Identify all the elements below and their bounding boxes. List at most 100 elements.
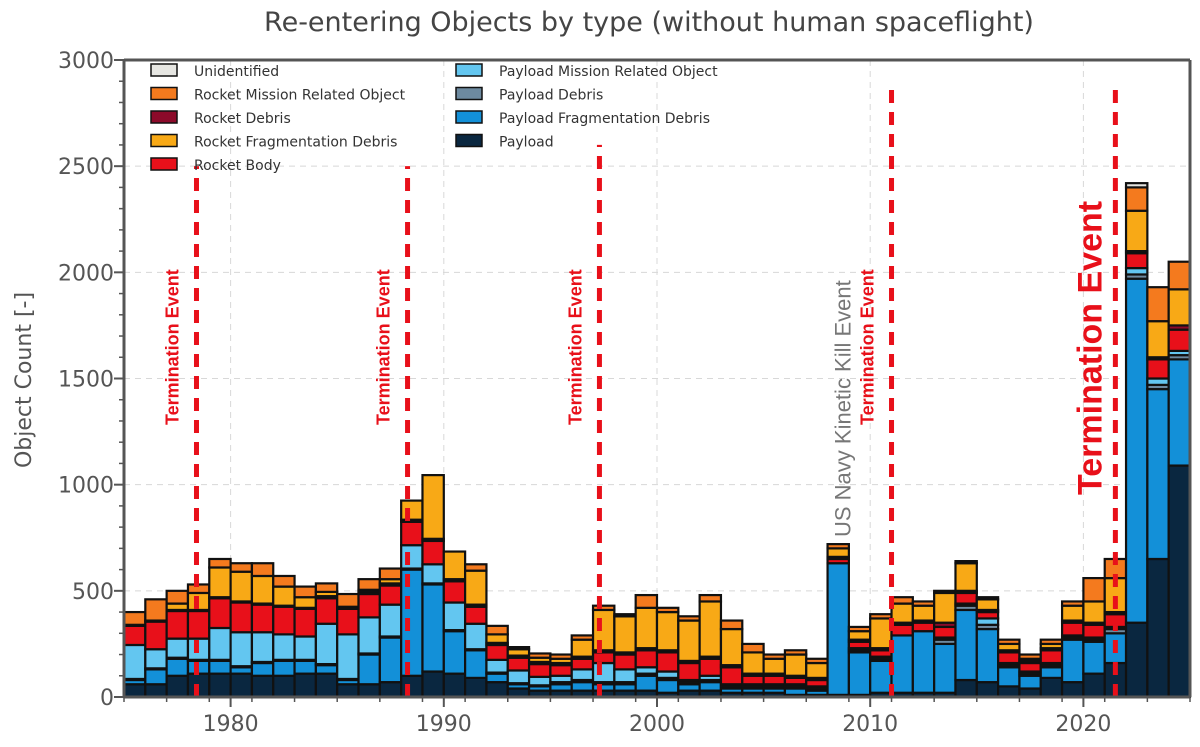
bar-segment [272,574,296,588]
bar-segment [719,627,744,667]
bar-segment [954,608,978,682]
bar-segment [122,683,147,699]
legend-item: Payload [455,133,554,151]
bar-segment [293,607,317,638]
bar-segment [485,633,509,644]
legend-label: Rocket Debris [194,111,291,127]
bar-stack-1979 [208,557,232,699]
bar-segment [997,685,1021,699]
bar-segment [144,598,168,622]
bar-segment [250,674,275,699]
bar-stack-2015 [975,596,1000,699]
bar-stack-2018 [1039,638,1064,699]
bar-stack-2014 [954,560,978,699]
bar-segment [144,620,168,651]
bar-segment [1018,661,1042,673]
bar-segment [1082,576,1106,603]
bar-segment [1146,320,1170,359]
bar-segment [442,672,467,699]
bar-segment [378,636,403,684]
bar-segment [165,657,190,677]
bar-segment [293,596,317,609]
bar-segment [911,600,936,607]
bar-stack-2012 [911,600,936,699]
bar-segment [357,616,381,655]
bar-segment [826,547,850,558]
bar-segment [506,656,531,672]
bar-segment [890,623,914,637]
bar-stack-1981 [250,562,275,699]
bar-stack-2011 [890,596,914,699]
bar-segment [1146,358,1170,380]
bar-segment [869,613,893,620]
bar-segment [655,606,680,614]
bar-stack-2003 [719,619,744,699]
bar-segment [144,683,168,699]
bar-segment [1167,260,1192,291]
bar-segment [506,669,531,685]
bar-segment [975,596,1000,601]
bar-segment [698,681,723,692]
bar-segment [442,580,467,604]
legend-label: Rocket Fragmentation Debris [194,135,397,151]
bar-segment [1146,286,1170,323]
bar-segment [378,681,403,699]
bar-segment [1039,638,1064,646]
bar-segment [527,662,552,678]
bar-segment [890,596,914,605]
bar-segment [1060,638,1085,684]
bar-segment [357,653,381,686]
legend-label: Rocket Mission Related Object [194,88,406,104]
bar-segment [122,643,147,681]
bar-segment [1124,621,1149,699]
bar-segment [442,601,467,632]
bar-segment [591,651,616,665]
bar-segment [229,672,254,699]
bar-segment [421,563,445,585]
bar-segment [485,672,509,684]
bar-stack-1980 [229,562,254,699]
bar-segment [314,622,339,666]
bar-segment [464,649,488,679]
bar-stack-1994 [527,652,552,699]
x-tick-label: 1980 [203,712,259,737]
bar-stack-1977 [165,589,190,699]
bar-segment [464,563,488,572]
y-tick-label: 1000 [58,474,114,499]
bar-segment [208,557,232,569]
bar-segment [997,638,1021,646]
bar-segment [272,674,296,699]
legend-item: Payload Debris [455,86,603,104]
bar-segment [527,652,552,659]
bar-segment [442,630,467,675]
bar-stack-1993 [506,646,531,699]
bar-segment [1018,674,1042,690]
bar-stack-1975 [122,610,147,699]
bar-stack-2022 [1124,182,1149,699]
legend-swatch [455,63,483,77]
bar-segment [762,674,787,686]
bar-segment [400,544,424,570]
bar-segment [378,584,403,606]
bar-segment [570,638,595,658]
legend-swatch [150,63,178,77]
bar-segment [464,605,488,625]
bar-segment [805,657,829,665]
bar-segment [400,674,424,699]
bar-segment [1124,252,1149,270]
bar-stack-1989 [421,474,445,699]
bar-stack-1992 [485,624,509,699]
bar-segment [506,646,531,651]
bar-segment [549,653,573,660]
bar-segment [997,651,1021,665]
legend-swatch [150,133,178,148]
bar-segment [655,678,680,694]
termination-event-label: Termination Event [1071,201,1109,495]
bar-segment [229,562,254,573]
bar-segment [933,591,957,624]
bar-segment [165,589,190,605]
bar-segment [911,621,936,633]
y-axis-label: Object Count [-] [12,292,37,468]
bar-segment [208,659,232,675]
legend-label: Payload Debris [499,88,603,104]
